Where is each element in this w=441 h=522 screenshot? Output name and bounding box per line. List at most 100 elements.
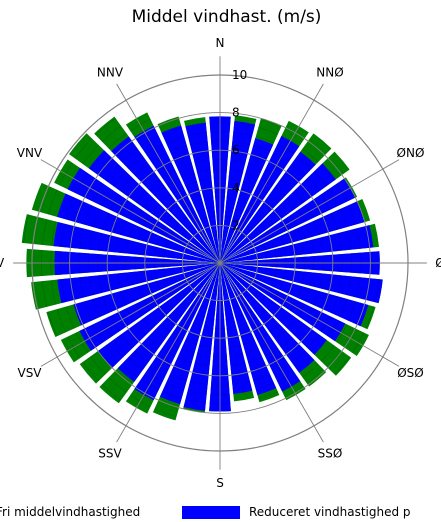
sector-texture	[126, 239, 130, 254]
sector-texture	[236, 268, 239, 271]
sector-texture	[135, 271, 139, 284]
sector-texture	[302, 148, 319, 163]
sector-texture	[225, 255, 227, 257]
direction-label: SSV	[98, 446, 122, 460]
sector-texture	[196, 279, 200, 283]
sector-texture	[172, 267, 175, 275]
sector-texture	[79, 277, 84, 298]
sector-texture	[203, 326, 214, 329]
sector-bar	[220, 178, 356, 263]
sector-texture	[174, 295, 180, 303]
sector-texture	[74, 138, 93, 159]
sector-texture	[113, 339, 126, 355]
sector-texture	[338, 275, 342, 294]
sector-bar	[220, 138, 274, 263]
sector-texture	[181, 290, 187, 296]
sector-texture	[347, 230, 352, 250]
sector-texture	[247, 256, 249, 261]
sector-texture	[226, 197, 237, 200]
sector-texture	[258, 309, 267, 317]
sector-texture	[105, 164, 120, 181]
sector-texture	[98, 275, 102, 294]
sector-texture	[279, 280, 284, 291]
sector-texture	[204, 273, 207, 277]
sector-texture	[177, 357, 192, 363]
sector-texture	[307, 177, 320, 192]
sector-texture	[240, 279, 244, 283]
sector-texture	[237, 322, 248, 327]
sector-texture	[356, 228, 361, 249]
sector-texture	[82, 361, 99, 382]
radial-tick-label: 8	[232, 106, 240, 120]
sector-texture	[185, 181, 198, 187]
sector-texture	[279, 235, 284, 246]
sector-bar	[73, 263, 220, 326]
sector-texture	[274, 249, 277, 258]
sector-texture	[138, 228, 144, 241]
sector-texture	[101, 125, 122, 142]
sector-texture	[230, 159, 246, 164]
labels-layer: N NNØ ØNØ Ø ØSØ SSØ S SSV VSV V VNV NNV 2 4 6 8 10	[0, 36, 441, 490]
sector-bar	[79, 263, 220, 351]
sector-texture	[203, 197, 214, 200]
sector-texture	[226, 256, 228, 258]
sector-texture	[319, 237, 324, 253]
sector-texture	[56, 308, 66, 333]
sector-texture	[310, 272, 314, 287]
sector-texture	[47, 311, 58, 337]
sector-texture	[194, 159, 210, 164]
sector-texture	[138, 285, 144, 298]
sector-texture	[172, 251, 175, 259]
sector-texture	[224, 308, 232, 311]
sector-texture	[245, 251, 248, 256]
sector-texture	[90, 151, 106, 170]
sector-texture	[154, 186, 166, 196]
sector-texture	[135, 242, 139, 255]
grid-layer	[13, 56, 427, 470]
direction-label: V	[0, 256, 5, 270]
grid-spoke	[40, 262, 221, 367]
sector-texture	[225, 244, 228, 247]
sector-texture	[287, 317, 297, 329]
sector-texture	[365, 306, 375, 329]
direction-label: S	[216, 476, 224, 490]
sector-texture	[162, 127, 182, 135]
sector-texture	[226, 326, 237, 329]
sector-texture	[293, 323, 305, 336]
sector-texture	[208, 215, 216, 218]
sector-texture	[192, 270, 195, 275]
sector-texture	[274, 186, 286, 196]
sector-texture	[235, 314, 244, 318]
sector-texture	[280, 178, 293, 190]
sector-texture	[196, 208, 205, 212]
sector-texture	[213, 269, 215, 271]
sector-texture	[102, 212, 109, 230]
sector-texture	[232, 217, 240, 221]
sector-texture	[258, 127, 278, 135]
sector-texture	[189, 141, 208, 145]
sector-texture	[245, 172, 259, 178]
sector-texture	[296, 156, 312, 169]
sector-texture	[296, 285, 302, 298]
sector-texture	[206, 247, 210, 250]
sector-texture	[228, 344, 241, 348]
sector-bar	[220, 263, 327, 355]
sector-texture	[128, 156, 144, 169]
sector-texture	[347, 276, 352, 296]
sector-texture	[291, 163, 306, 176]
sector-texture	[296, 357, 312, 370]
sector-bar	[134, 125, 220, 264]
sector-texture	[226, 268, 228, 270]
sector-texture	[233, 131, 253, 136]
sector-texture	[331, 296, 338, 314]
sector-texture	[84, 205, 92, 225]
sector-texture	[331, 212, 338, 230]
sector-texture	[225, 206, 234, 209]
sector-bar	[185, 122, 220, 263]
sector-texture	[163, 249, 166, 258]
sector-texture	[245, 348, 259, 354]
sector-texture	[280, 312, 289, 323]
sector-texture	[191, 265, 193, 270]
sector-bar	[220, 263, 253, 394]
direction-label: Ø	[435, 256, 441, 270]
